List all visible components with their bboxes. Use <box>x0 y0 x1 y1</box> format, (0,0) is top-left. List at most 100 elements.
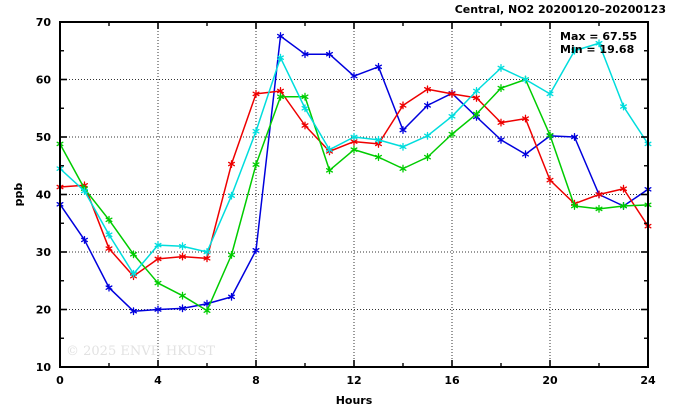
data-point-marker <box>374 62 383 71</box>
data-point-marker <box>497 64 505 72</box>
data-point-marker <box>399 164 407 173</box>
data-series-layer <box>56 32 652 316</box>
data-point-marker <box>301 121 309 130</box>
data-point-marker <box>521 75 530 84</box>
x-tick-label: 24 <box>640 374 656 387</box>
data-point-marker <box>448 112 456 121</box>
data-point-marker <box>521 150 530 159</box>
watermark: © 2025 ENVF, HKUST <box>66 344 215 359</box>
data-point-marker <box>276 92 285 101</box>
y-tick-label: 10 <box>36 361 52 374</box>
x-tick-label: 20 <box>542 374 558 387</box>
y-tick-label: 20 <box>36 304 52 317</box>
stats-annotation: Max = 67.55 Min = 19.68 <box>560 30 637 56</box>
data-point-marker <box>105 244 113 253</box>
data-point-marker <box>472 87 481 95</box>
data-point-marker <box>178 242 187 251</box>
data-point-marker <box>325 145 334 154</box>
y-axis-title: ppb <box>12 183 25 207</box>
data-point-marker <box>399 126 407 135</box>
data-point-marker <box>423 85 432 94</box>
data-point-marker <box>178 252 187 261</box>
data-point-marker <box>80 187 89 196</box>
data-point-marker <box>227 160 236 168</box>
y-tick-label: 70 <box>36 16 52 29</box>
data-point-marker <box>154 279 162 288</box>
data-point-marker <box>105 215 113 224</box>
data-point-marker <box>325 50 334 59</box>
y-tick-label: 30 <box>36 246 52 259</box>
x-axis-title: Hours <box>336 394 373 407</box>
data-point-marker <box>619 102 628 111</box>
data-point-marker <box>178 291 187 300</box>
data-point-marker <box>472 93 481 102</box>
data-point-marker <box>399 101 407 110</box>
y-tick-label: 60 <box>36 74 52 87</box>
data-point-marker <box>301 50 309 59</box>
data-point-marker <box>154 305 162 314</box>
data-point-marker <box>252 127 260 136</box>
data-point-marker <box>619 202 628 210</box>
data-point-marker <box>301 104 309 113</box>
data-point-marker <box>178 304 187 313</box>
watermark-label: © 2025 ENVF, HKUST <box>66 344 215 359</box>
min-value-label: Min = 19.68 <box>560 43 634 56</box>
axis-labels: 10 20 30 40 50 60 70 0 4 8 12 16 20 24 ppb Hours <box>12 16 656 407</box>
data-point-marker <box>252 160 260 169</box>
data-point-marker <box>497 135 505 144</box>
data-series-20200121 <box>56 85 652 281</box>
axis-ticks <box>59 21 649 368</box>
data-point-marker <box>276 53 285 62</box>
data-point-marker <box>301 92 309 101</box>
data-point-marker <box>399 142 407 151</box>
data-point-marker <box>227 292 236 301</box>
data-point-marker <box>350 145 358 154</box>
data-point-marker <box>497 84 505 93</box>
data-point-marker <box>252 89 260 98</box>
data-point-marker <box>374 153 383 162</box>
x-tick-label: 0 <box>56 374 64 387</box>
data-point-marker <box>105 230 113 239</box>
data-point-marker <box>105 283 113 292</box>
data-series-20200123 <box>56 39 652 278</box>
data-point-marker <box>497 118 505 127</box>
x-tick-label: 16 <box>444 374 460 387</box>
data-point-marker <box>546 176 554 185</box>
data-point-marker <box>423 101 432 110</box>
data-point-marker <box>423 131 432 140</box>
data-point-marker <box>374 135 383 144</box>
data-point-marker <box>203 254 211 263</box>
y-tick-label: 40 <box>36 189 52 202</box>
y-tick-label: 50 <box>36 131 52 144</box>
data-point-marker <box>546 89 554 98</box>
x-tick-label: 4 <box>154 374 162 387</box>
x-tick-label: 8 <box>252 374 260 387</box>
data-point-marker <box>129 307 138 316</box>
data-point-marker <box>129 269 138 278</box>
data-point-marker <box>154 241 162 250</box>
x-tick-label: 12 <box>346 374 361 387</box>
data-point-marker <box>619 184 628 193</box>
max-value-label: Max = 67.55 <box>560 30 637 43</box>
data-point-marker <box>276 32 285 41</box>
data-point-marker <box>595 204 603 213</box>
data-point-marker <box>448 89 456 98</box>
data-point-marker <box>521 114 530 123</box>
data-point-marker <box>448 130 456 139</box>
data-point-marker <box>570 133 579 141</box>
data-point-marker <box>325 166 334 175</box>
data-point-marker <box>472 110 481 118</box>
data-point-marker <box>350 133 358 141</box>
data-point-marker <box>154 254 162 263</box>
data-point-marker <box>350 72 358 80</box>
data-point-marker <box>227 250 236 259</box>
data-point-marker <box>129 250 138 259</box>
data-point-marker <box>595 39 603 48</box>
page-title: Central, NO2 20200120–20200123 <box>454 3 666 16</box>
data-point-marker <box>570 46 579 55</box>
data-point-marker <box>546 131 554 140</box>
data-point-marker <box>203 248 211 256</box>
data-point-marker <box>570 202 579 210</box>
